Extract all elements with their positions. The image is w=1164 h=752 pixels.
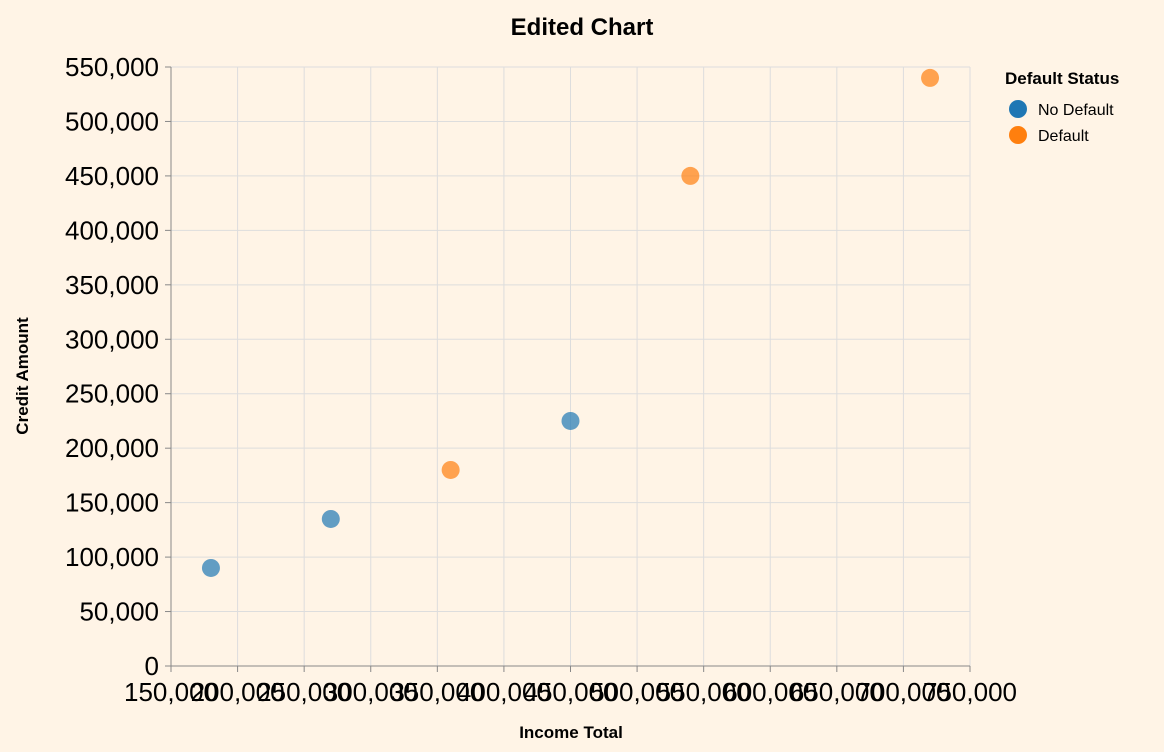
x-tick-label: 250,000 <box>257 677 351 707</box>
x-tick-label: 500,000 <box>590 677 684 707</box>
x-tick-label: 650,000 <box>790 677 884 707</box>
chart-title: Edited Chart <box>511 14 654 41</box>
y-tick-label: 450,000 <box>65 161 159 191</box>
y-axis-title: Credit Amount <box>13 317 32 435</box>
x-tick-label: 450,000 <box>524 677 618 707</box>
x-tick-label: 300,000 <box>324 677 418 707</box>
y-tick-label: 50,000 <box>79 597 159 627</box>
y-tick-label: 200,000 <box>65 433 159 463</box>
x-tick-label: 400,000 <box>457 677 551 707</box>
x-tick-label: 200,000 <box>191 677 285 707</box>
data-point-no-default <box>321 509 340 528</box>
y-tick-label: 550,000 <box>65 52 159 82</box>
axes: 150,000200,000250,000300,000350,000400,0… <box>65 52 1017 707</box>
y-tick-label: 400,000 <box>65 215 159 245</box>
legend-title: Default Status <box>1005 69 1119 88</box>
x-tick-label: 700,000 <box>856 677 950 707</box>
legend-label-no-default: No Default <box>1038 102 1114 119</box>
y-tick-label: 150,000 <box>65 488 159 518</box>
legend-label-default: Default <box>1038 128 1089 145</box>
y-tick-label: 0 <box>145 651 159 681</box>
y-tick-label: 350,000 <box>65 270 159 300</box>
legend-swatch-default <box>1009 126 1027 144</box>
data-point-default <box>441 460 460 479</box>
x-axis-title: Income Total <box>519 723 623 742</box>
legend: Default Status No Default Default <box>1005 69 1119 145</box>
data-points <box>201 68 940 577</box>
x-tick-label: 550,000 <box>657 677 751 707</box>
data-point-no-default <box>201 558 220 577</box>
data-point-no-default <box>561 411 580 430</box>
data-point-default <box>921 68 940 87</box>
y-tick-label: 300,000 <box>65 324 159 354</box>
x-tick-label: 350,000 <box>390 677 484 707</box>
legend-swatch-no-default <box>1009 100 1027 118</box>
x-tick-label: 600,000 <box>723 677 817 707</box>
y-tick-label: 500,000 <box>65 106 159 136</box>
data-point-default <box>681 166 700 185</box>
y-tick-label: 250,000 <box>65 379 159 409</box>
x-tick-label: 150,000 <box>124 677 218 707</box>
y-tick-label: 100,000 <box>65 542 159 572</box>
x-tick-label: 750,000 <box>923 677 1017 707</box>
